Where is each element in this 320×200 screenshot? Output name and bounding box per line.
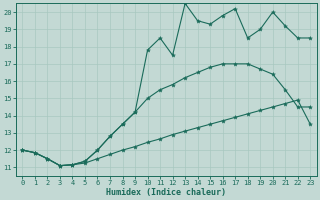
X-axis label: Humidex (Indice chaleur): Humidex (Indice chaleur) xyxy=(106,188,226,197)
